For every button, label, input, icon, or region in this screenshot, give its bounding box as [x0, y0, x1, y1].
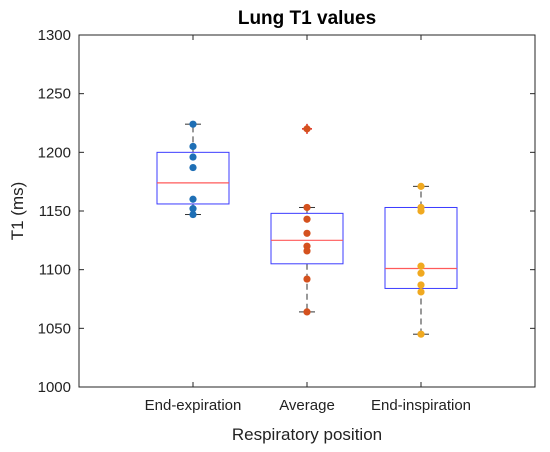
chart-title: Lung T1 values: [238, 8, 376, 29]
box-group-end-inspiration: [384, 182, 458, 338]
data-point: [417, 182, 425, 190]
data-point: [189, 153, 197, 161]
y-tick-label: 1050: [38, 320, 71, 337]
data-point: [303, 247, 311, 255]
x-tick-label: Average: [279, 397, 335, 414]
data-point: [417, 269, 425, 277]
iqr-box: [156, 151, 230, 205]
x-tick-label: End-inspiration: [371, 397, 471, 414]
y-axis: 1000 1050 1100 1150 1200 1250 1300: [38, 27, 535, 396]
data-point: [189, 142, 197, 151]
data-point: [189, 163, 197, 172]
data-point: [303, 275, 311, 283]
y-tick-label: 1000: [38, 379, 71, 396]
data-point: [417, 207, 425, 215]
box-group-end-expiration: [156, 120, 230, 219]
data-point: [189, 120, 197, 128]
data-point: [417, 330, 425, 338]
x-axis: End-expiration Average End-inspiration: [145, 35, 471, 414]
y-tick-label: 1200: [38, 144, 71, 161]
y-tick-label: 1250: [38, 86, 71, 103]
data-point: [303, 308, 311, 316]
data-point: [303, 203, 311, 212]
data-point: [303, 229, 311, 237]
data-point: [417, 262, 425, 270]
data-point: [417, 288, 425, 296]
box-groups: [156, 120, 458, 338]
data-point: [189, 210, 197, 219]
y-tick-label: 1100: [39, 262, 71, 279]
y-tick-label: 1150: [39, 203, 71, 220]
x-tick-label: End-expiration: [145, 397, 242, 414]
x-axis-label: Respiratory position: [232, 425, 382, 444]
iqr-box: [270, 212, 344, 265]
box-group-average: [270, 123, 344, 316]
data-point: [303, 215, 311, 223]
data-point: [417, 281, 425, 289]
y-axis-label: T1 (ms): [8, 182, 27, 241]
data-point: [303, 125, 311, 133]
data-point: [189, 195, 197, 203]
y-tick-label: 1300: [38, 27, 71, 44]
data-point: [189, 205, 197, 213]
